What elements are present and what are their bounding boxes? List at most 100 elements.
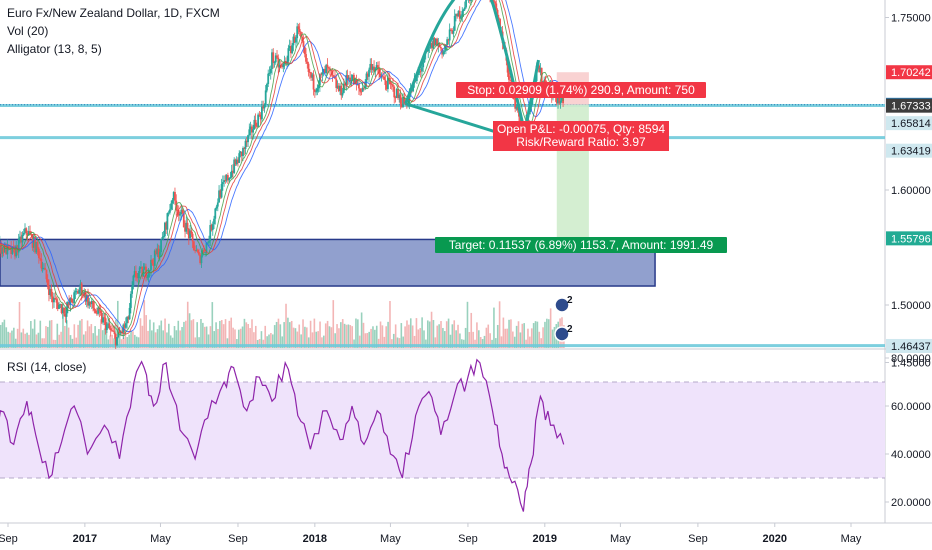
candle-body [264,90,267,105]
candle-body [97,307,99,314]
volume-bar [183,321,185,348]
volume-bar [394,324,397,348]
volume-bar [421,317,423,348]
volume-bar [124,326,127,348]
candle-body [123,324,126,328]
volume-bar [362,322,365,348]
candle-body [51,296,54,303]
candle-body [112,330,115,332]
candle-body [470,0,472,1]
volume-bar [130,330,132,348]
volume-bar [79,320,81,348]
open-pnl-text: Open P&L: -0.00075, Qty: 8594 [497,122,665,136]
volume-bar [243,318,246,348]
candle-body [54,298,57,300]
candle-body [192,241,195,251]
candle-body [124,323,127,328]
alligator-legend[interactable]: Alligator (13, 8, 5) [7,42,102,56]
volume-bar [132,331,134,348]
volume-bar [506,328,508,348]
volume-bar [82,334,85,348]
volume-bar [45,326,47,348]
volume-bar [33,319,36,348]
rsi-legend[interactable]: RSI (14, close) [7,360,87,374]
candle-body [252,129,254,133]
candle-body [108,323,111,329]
target-label: Target: 0.11537 (6.89%) 1153.7, Amount: … [435,237,727,253]
candle-body [468,0,471,1]
volume-bar [466,301,469,348]
candle-body [262,106,265,109]
price-tick-label: 1.50000 [891,300,931,312]
volume-bar [472,331,474,348]
time-tick-label: Sep [688,533,708,545]
candle-body [111,330,113,331]
candle-body [238,153,241,163]
volume-bar [99,319,102,348]
candle-body [557,97,559,104]
volume-bar [96,335,98,348]
candle-body [325,64,328,74]
volume-bar [411,325,414,348]
volume-bar [443,331,446,348]
volume-bar [202,322,204,348]
candle-body [34,236,36,253]
volume-bar [14,338,17,348]
candle-body [21,234,24,243]
volume-bar [374,329,376,348]
volume-bar [81,319,83,348]
candle-body [107,323,110,325]
volume-bar [103,328,106,348]
candle-body [363,87,365,89]
volume-bar [258,339,261,348]
candle-body [358,83,360,89]
candle-body [344,83,346,86]
volume-bar [459,333,461,348]
volume-bar [24,333,26,348]
candle-body [273,62,276,64]
volume-bar [313,318,316,348]
volume-bar [186,301,189,348]
volume-bar [179,330,181,348]
chart-title[interactable]: Euro Fx/New Zealand Dollar, 1D, FXCM [7,6,220,20]
volume-bar [330,327,333,348]
candle-body [90,300,93,305]
price-tick-label: 1.45000 [891,358,931,370]
event-marker-icon [554,297,570,313]
volume-bar [156,329,159,348]
volume-bar [105,323,108,348]
candle-body [58,304,60,309]
rsi-tick-label: 20.0000 [891,497,931,509]
candle-body [301,36,304,42]
volume-bar [549,308,552,348]
volume-bar [151,330,153,348]
alligator-jaw [0,0,564,333]
candle-body [185,222,188,232]
candle-body [48,285,50,296]
volume-bar [436,325,439,348]
candle-body [331,71,334,76]
volume-bar [47,326,49,348]
candle-body [446,39,449,45]
candle-body [99,310,102,313]
volume-bar [387,321,389,348]
volume-bar [285,303,287,348]
volume-bar [71,338,74,348]
volume-bar [425,339,427,348]
candle-body [172,192,175,200]
volume-bar [491,339,493,348]
candle-body [327,67,330,69]
volume-bar [495,338,497,348]
candle-body [368,69,370,77]
volume-bar [391,339,393,348]
volume-legend[interactable]: Vol (20) [7,24,49,38]
candle-body [70,298,73,303]
candle-body [326,64,329,68]
candle-body [447,39,450,41]
candle-body [216,202,219,207]
candle-body [79,283,82,290]
volume-bar [154,332,157,348]
volume-bar [298,324,301,348]
